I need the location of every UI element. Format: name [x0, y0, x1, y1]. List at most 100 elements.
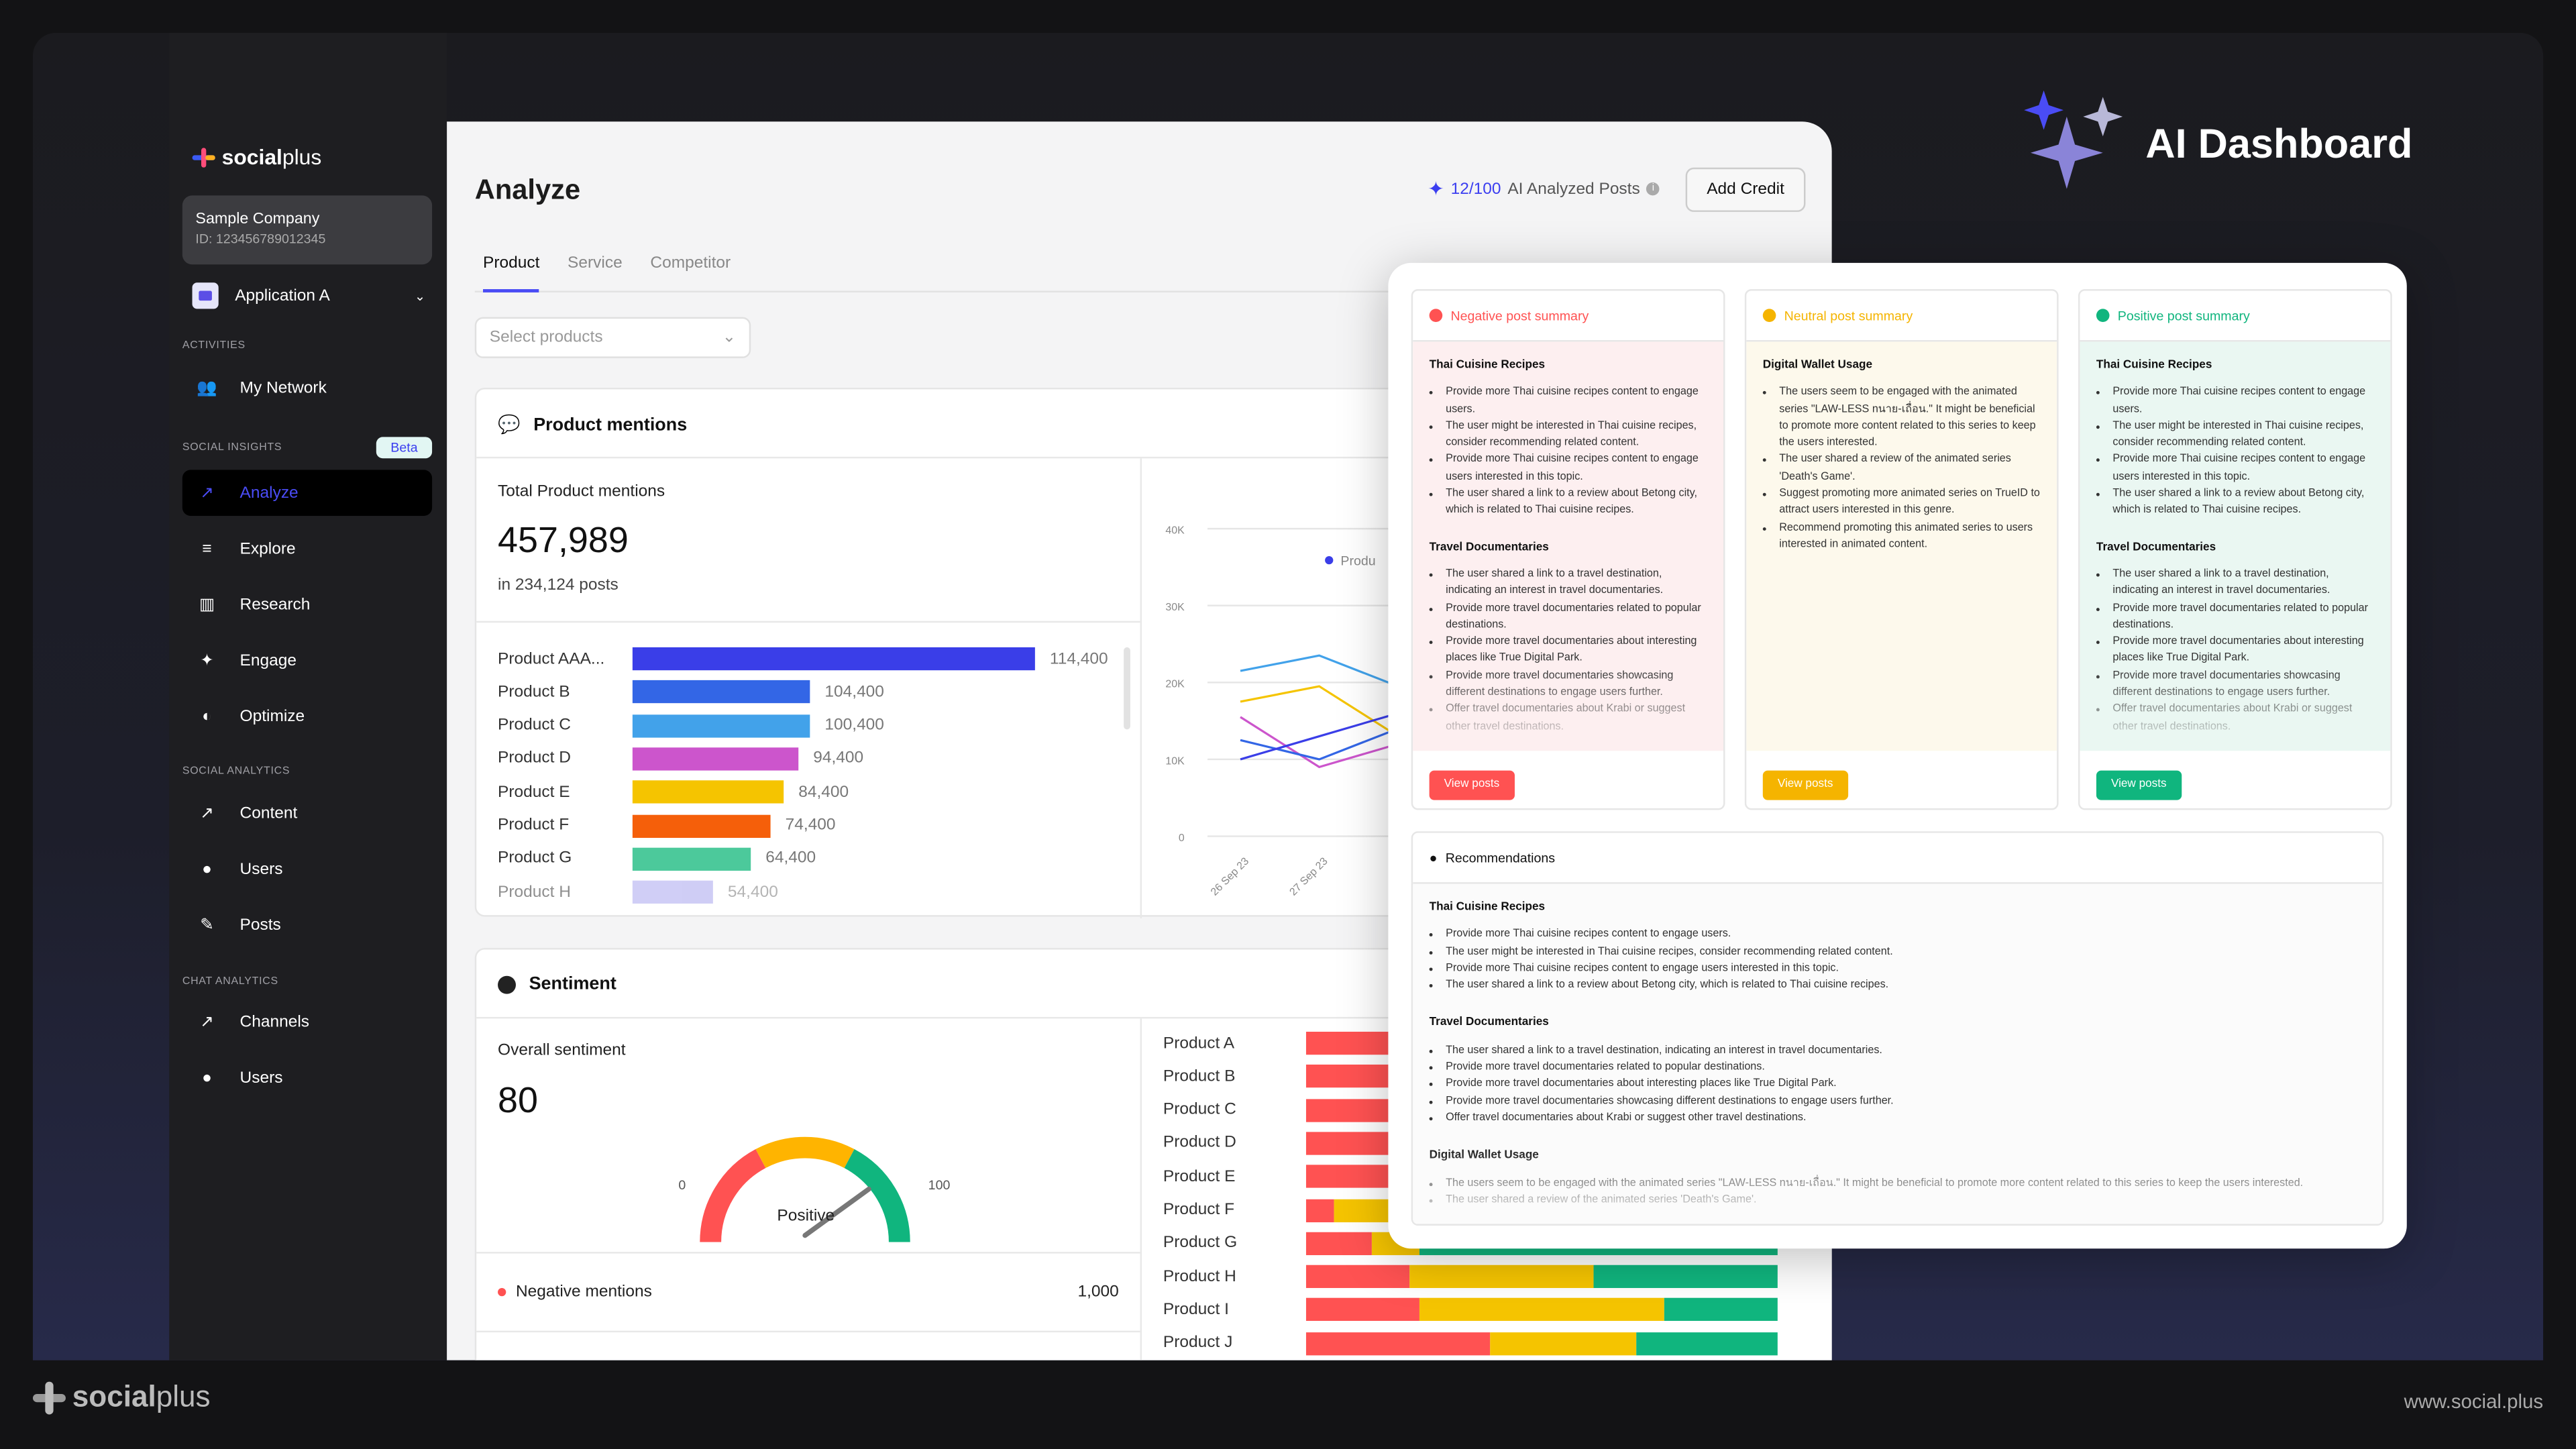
bullet-item: The user shared a link to a travel desti… [2112, 567, 2373, 600]
sidebar-item-label: Users [239, 860, 283, 878]
bullet-item: Offer travel documentaries about Krabi o… [1446, 1110, 2365, 1127]
x-tick: 27 Sep 23 [1287, 855, 1330, 898]
footer-url[interactable]: www.social.plus [2404, 1389, 2544, 1413]
sidebar: social plus Sample Company ID: 1234567890… [169, 32, 447, 1360]
bar-value: 94,400 [813, 749, 864, 768]
y-tick: 0 [1179, 833, 1185, 844]
legend-dot [1325, 555, 1334, 565]
sentiment-product-label: Product B [1163, 1067, 1236, 1086]
sentiment-product-label: Product J [1163, 1334, 1233, 1352]
tab-product[interactable]: Product [483, 252, 540, 292]
sidebar-item-label: Optimize [239, 707, 305, 726]
stacked-bar[interactable] [1305, 1265, 1778, 1289]
sidebar-item-analyze[interactable]: ↗ Analyze [182, 470, 433, 516]
bullet-list: Provide more Thai cuisine recipes conten… [2096, 385, 2374, 521]
sentiment-score: 80 [498, 1079, 539, 1121]
bar[interactable] [632, 747, 799, 771]
y-tick: 40K [1165, 525, 1185, 536]
sidebar-item-users[interactable]: ● Users [182, 846, 432, 892]
bullet-item: The user might be interested in Thai cui… [1446, 944, 2365, 961]
select-placeholder: Select products [489, 328, 603, 347]
bar-segment-neg [1305, 1332, 1491, 1355]
chart-icon: ↗ [200, 804, 214, 822]
bar-row: Product E 84,400 [498, 780, 849, 804]
bar[interactable] [632, 714, 810, 737]
bar-label: Product G [498, 849, 572, 868]
add-credit-button[interactable]: Add Credit [1685, 167, 1806, 212]
sentiment-row: Product H [1163, 1265, 1778, 1289]
gauge-segment [700, 1149, 766, 1242]
summary-body[interactable]: Thai Cuisine Recipes Provide more Thai cu… [1413, 341, 1724, 751]
bar-value: 100,400 [824, 716, 884, 735]
sidebar-item-posts[interactable]: ✎ Posts [182, 902, 432, 949]
sidebar-item-my-network[interactable]: 👥 My Network [182, 365, 432, 411]
bar[interactable] [632, 680, 810, 704]
summary-body[interactable]: Digital Wallet Usage The users seem to be… [1746, 341, 2057, 751]
logo[interactable]: social plus [192, 145, 321, 169]
beta-badge: Beta [376, 437, 433, 459]
view-posts-button[interactable]: View posts [2096, 770, 2182, 800]
application-select[interactable]: Application A ⌄ [192, 282, 425, 309]
tab-service[interactable]: Service [568, 254, 623, 273]
scrollbar[interactable] [1124, 647, 1130, 730]
select-products[interactable]: Select products ⌄ [474, 317, 751, 358]
footer-logo: social plus [32, 1380, 211, 1414]
negative-mentions-label: Negative mentions [515, 1283, 652, 1301]
bar[interactable] [632, 780, 784, 804]
bar[interactable] [632, 647, 1035, 671]
recommendations-title: Recommendations [1445, 850, 1556, 865]
group-heading: Travel Documentaries [1429, 1018, 1549, 1030]
stacked-bar[interactable] [1305, 1298, 1778, 1322]
section-activities: ACTIVITIES [182, 339, 246, 352]
bar[interactable] [632, 847, 751, 871]
line-series [1240, 716, 1399, 769]
summary-body[interactable]: Thai Cuisine Recipes Provide more Thai cu… [2080, 341, 2391, 751]
bullet-item: Recommend promoting this animated series… [1779, 521, 2040, 554]
sidebar-item-research[interactable]: ▥ Research [182, 582, 432, 628]
recommendations-body[interactable]: Thai Cuisine Recipes Provide more Thai cu… [1413, 883, 2383, 1224]
user-icon: ● [202, 860, 212, 878]
footer-logo-bold: social [72, 1380, 156, 1413]
product-mentions-title: Product mentions [533, 415, 688, 435]
stacked-bar[interactable] [1305, 1332, 1778, 1355]
sidebar-item-content[interactable]: ↗ Content [182, 790, 432, 837]
sidebar-item-explore[interactable]: ≡ Explore [182, 526, 432, 572]
sidebar-item-label: Research [239, 595, 311, 614]
sidebar-item-label: Posts [239, 916, 281, 934]
group-heading: Travel Documentaries [2096, 541, 2216, 553]
bar[interactable] [632, 880, 713, 904]
ai-summary-panel: Negative post summary Thai Cuisine Recipe… [1388, 262, 2407, 1249]
section-chat-analytics: CHAT ANALYTICS [182, 975, 278, 987]
sidebar-item-engage[interactable]: ✦ Engage [182, 637, 432, 684]
sentiment-gauge [700, 1136, 910, 1242]
y-tick: 30K [1165, 602, 1185, 613]
sentiment-product-label: Product F [1163, 1201, 1235, 1220]
optimize-icon: ◐ [202, 707, 212, 726]
bullet-item: Provide more travel documentaries about … [2112, 635, 2373, 668]
ai-dashboard-heading: AI Dashboard [2024, 90, 2412, 199]
bar-row: Product F 74,400 [498, 814, 836, 837]
smile-icon [498, 975, 516, 994]
view-posts-button[interactable]: View posts [1762, 770, 1848, 800]
company-id: ID: 123456789012345 [195, 231, 326, 247]
view-posts-button[interactable]: View posts [1429, 770, 1515, 800]
ai-credits: ✦ 12/100 AI Analyzed Posts i [1428, 177, 1660, 201]
sidebar-item-label: My Network [239, 378, 327, 397]
company-switcher[interactable]: Sample Company ID: 123456789012345 [182, 195, 433, 265]
sentiment-product-label: Product I [1163, 1301, 1229, 1320]
sidebar-item-channels[interactable]: ↗ Channels [182, 999, 432, 1045]
sidebar-item-users[interactable]: ● Users [182, 1055, 432, 1101]
neutral-face-icon [1762, 309, 1776, 323]
bullet-item: Provide more travel documentaries about … [1446, 635, 1707, 668]
positive-summary-card: Positive post summary Thai Cuisine Recipe… [2078, 289, 2392, 810]
gauge-segment [755, 1136, 855, 1169]
bar[interactable] [632, 814, 771, 837]
bullet-item: Provide more travel documentaries relate… [1446, 1060, 2365, 1077]
tab-competitor[interactable]: Competitor [650, 254, 731, 273]
bar-segment-neg [1305, 1198, 1335, 1222]
bar-label: Product H [498, 883, 571, 902]
sidebar-item-optimize[interactable]: ◐ Optimize [182, 693, 432, 739]
chart-line-icon: ↗ [200, 484, 214, 502]
info-icon[interactable]: i [1646, 182, 1660, 196]
posts-icon: ✎ [200, 916, 214, 934]
